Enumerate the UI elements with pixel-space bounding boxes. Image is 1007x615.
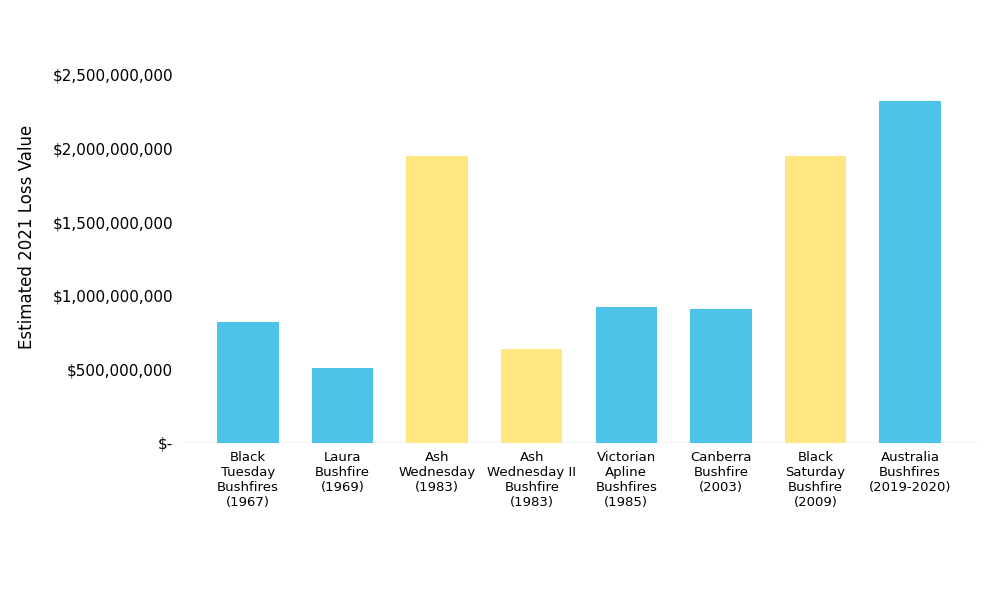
Bar: [690, 309, 751, 443]
Bar: [218, 322, 279, 443]
Bar: [595, 308, 657, 443]
Bar: [312, 368, 374, 443]
Bar: [879, 101, 941, 443]
Bar: [784, 156, 846, 443]
Y-axis label: Estimated 2021 Loss Value: Estimated 2021 Loss Value: [18, 125, 35, 349]
Bar: [407, 156, 468, 443]
Bar: [501, 349, 563, 443]
